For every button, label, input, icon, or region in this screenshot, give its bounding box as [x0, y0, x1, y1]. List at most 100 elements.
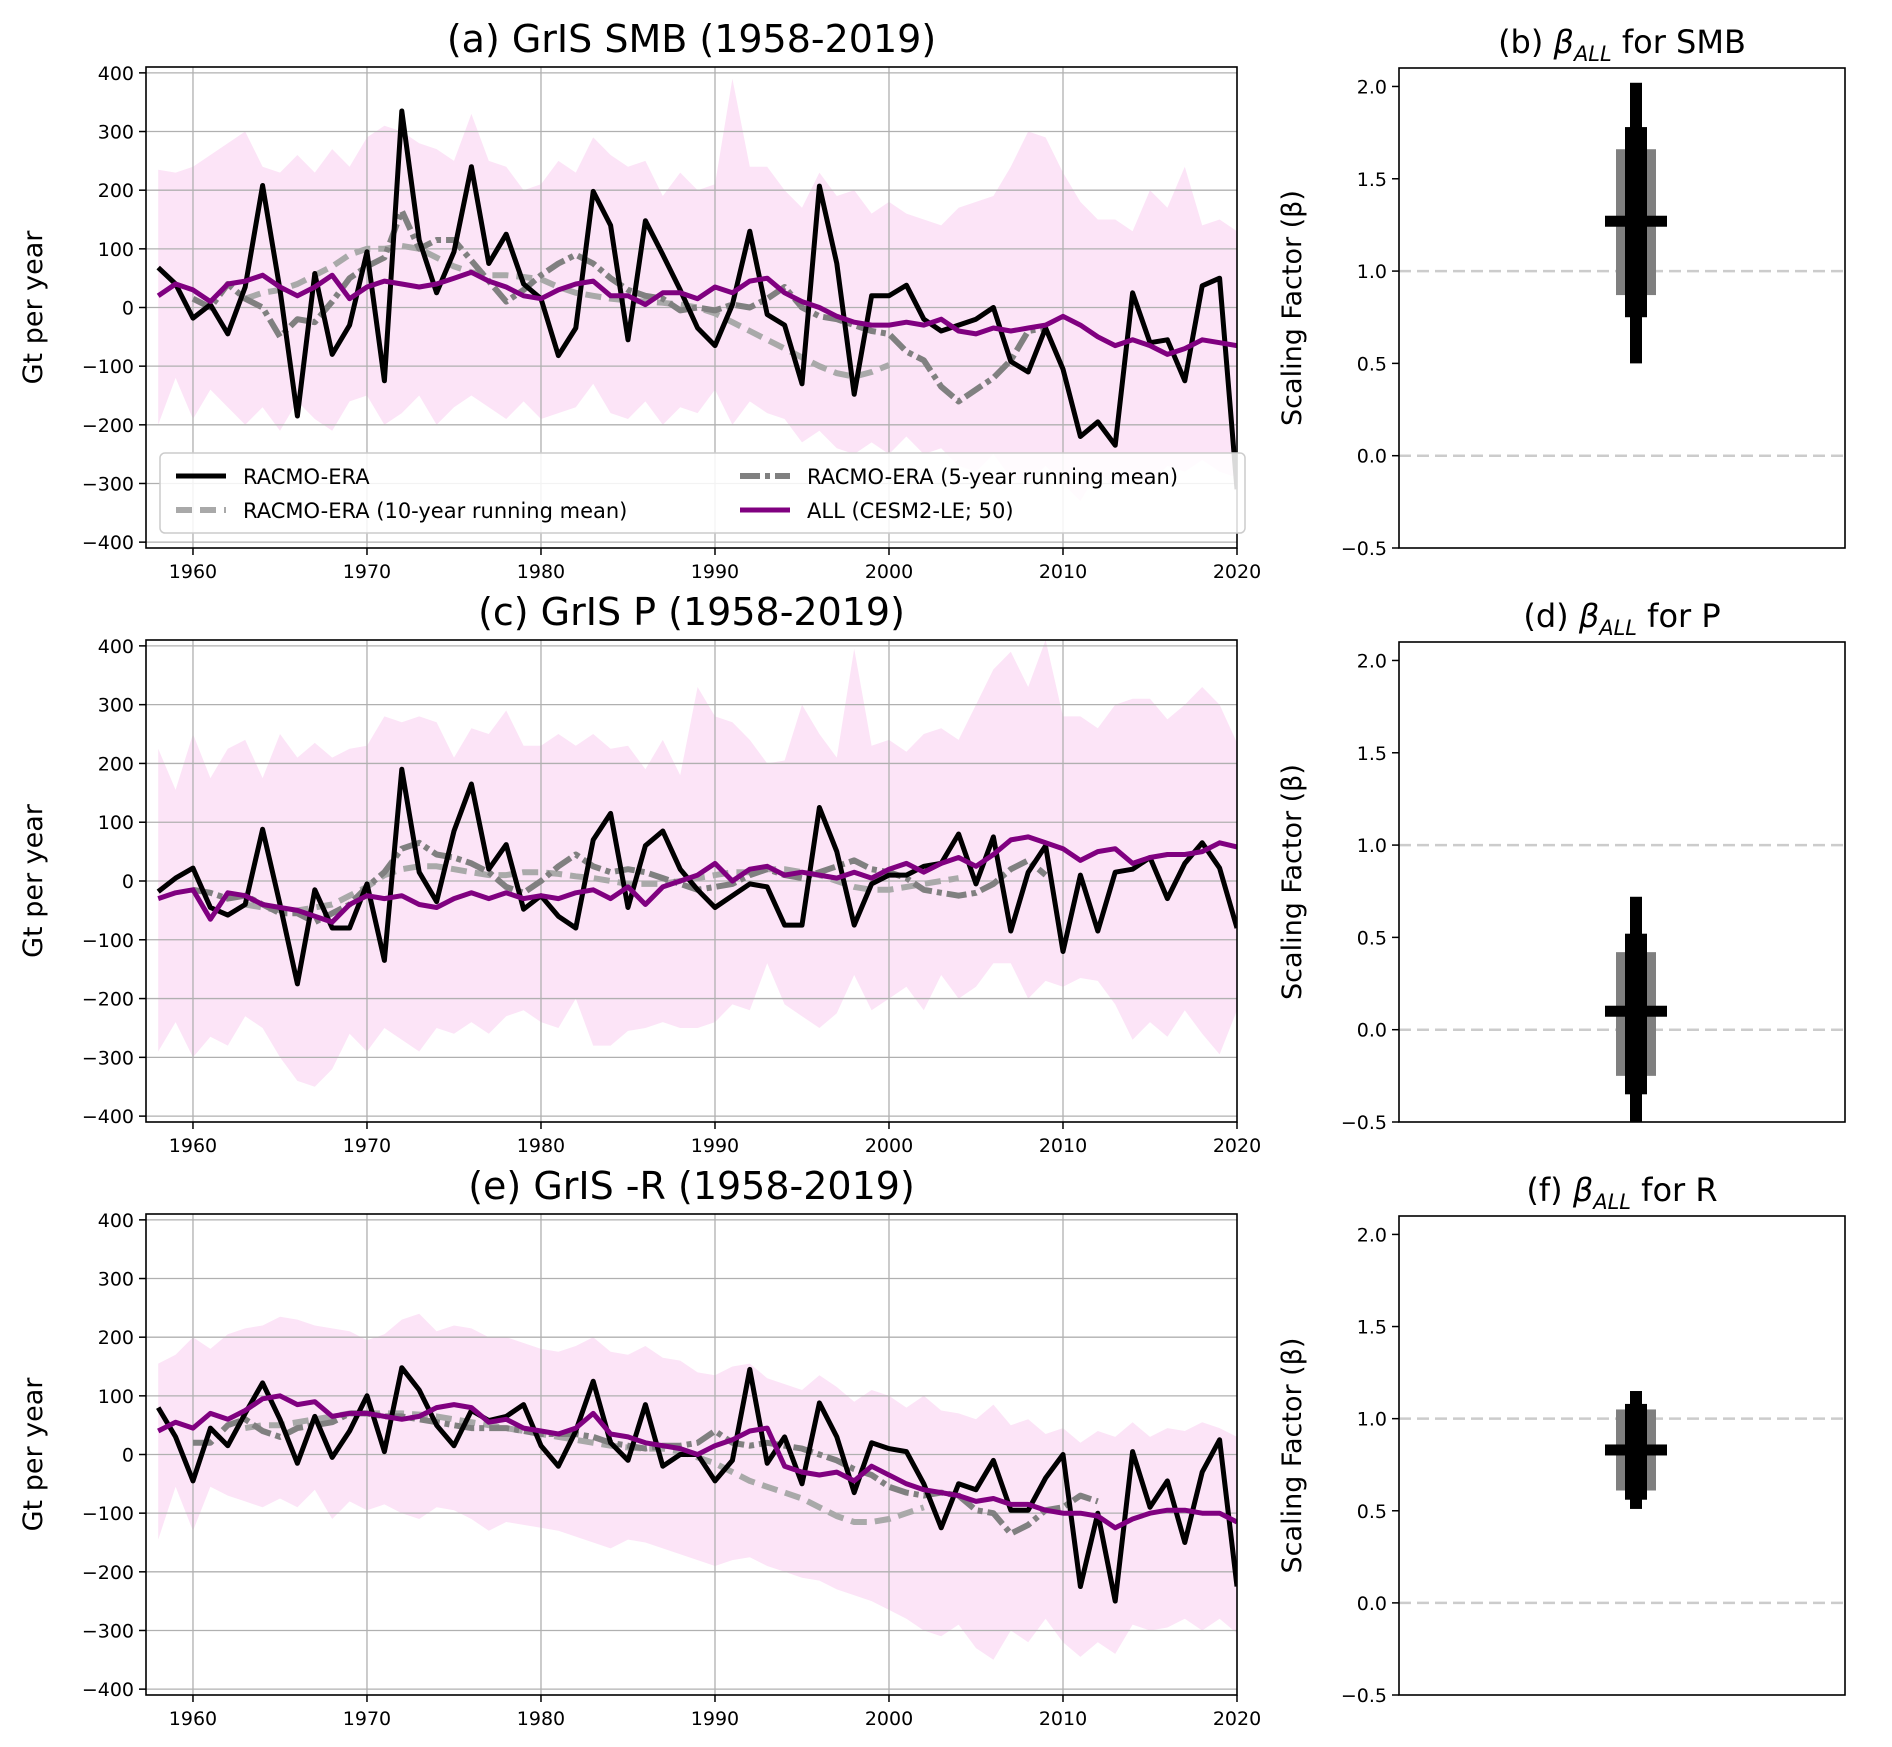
x-tick-label: 1960	[169, 1135, 217, 1157]
series-line-all	[157, 1393, 1237, 1531]
title-beta-subscript: ALL	[1572, 42, 1612, 66]
beta-panel-b: −0.5 0.0 0.5 1.0 1.5 2.0 Scaling Factor (β) (b)…	[1277, 23, 1846, 560]
x-tick-label: 2020	[1213, 1708, 1261, 1730]
y-tick-label: 0.5	[1357, 1501, 1387, 1523]
axes-frame	[1398, 67, 1846, 549]
y-tick-label: −300	[82, 473, 134, 495]
series-line-racmo	[156, 766, 1237, 987]
title-prefix: (d)	[1523, 597, 1578, 635]
y-tick-label: 100	[98, 239, 134, 261]
title-prefix: (f)	[1526, 1171, 1572, 1209]
legend-entry-label: RACMO-ERA	[243, 465, 370, 489]
y-tick-label: −400	[82, 532, 134, 554]
y-tick-label: 1.0	[1357, 835, 1387, 857]
axes-frame	[1398, 641, 1846, 1123]
x-tick-label: 2000	[865, 1708, 913, 1730]
y-axis-label: Gt per year	[18, 1377, 49, 1532]
x-tick-label: 1980	[517, 1135, 565, 1157]
x-tick-label: 2010	[1039, 1708, 1087, 1730]
y-tick-label: 1.5	[1357, 1317, 1387, 1339]
y-tick-label: 0.0	[1357, 446, 1387, 468]
y-tick-label: −300	[82, 1047, 134, 1069]
x-tick-label: 1980	[517, 1708, 565, 1730]
x-tick-label: 1970	[343, 561, 391, 583]
y-tick-label: −100	[82, 930, 134, 952]
y-axis-label: Scaling Factor (β)	[1277, 1338, 1308, 1574]
beta-best-estimate-marker	[1605, 1444, 1667, 1456]
panel-title: (c) GrIS P (1958-2019)	[478, 590, 905, 634]
y-tick-label: 1.0	[1357, 1409, 1387, 1431]
y-tick-label: 2.0	[1357, 76, 1387, 98]
y-tick-label: −400	[82, 1679, 134, 1701]
y-tick-label: 0.0	[1357, 1593, 1387, 1615]
y-axis-label: Scaling Factor (β)	[1277, 764, 1308, 1000]
y-tick-label: 400	[98, 636, 134, 658]
y-axis-label: Gt per year	[18, 230, 49, 385]
ensemble-spread-band	[158, 640, 1237, 1087]
y-tick-label: 300	[98, 1269, 134, 1291]
timeseries-panel-e: 1960 1970 1980 1990 2000 2010 2020−400−300−200…	[18, 1164, 1261, 1730]
y-tick-label: 2.0	[1357, 650, 1387, 672]
y-axis-label: Gt per year	[18, 803, 49, 958]
axes-frame	[1398, 1215, 1846, 1696]
y-tick-label: 400	[98, 1210, 134, 1232]
y-tick-label: −200	[82, 989, 134, 1011]
series-line-ma10	[244, 242, 891, 380]
panel-title: (f) βALL for R	[1526, 1171, 1717, 1214]
panel-title: (e) GrIS -R (1958-2019)	[468, 1164, 915, 1208]
x-tick-label: 1960	[169, 1708, 217, 1730]
x-tick-label: 2010	[1039, 1135, 1087, 1157]
y-tick-label: −300	[82, 1620, 134, 1642]
legend-box	[159, 452, 1246, 534]
y-axis-label: Scaling Factor (β)	[1277, 190, 1308, 426]
title-beta-symbol: β	[1553, 23, 1574, 61]
x-tick-label: 1980	[517, 561, 565, 583]
x-tick-label: 1990	[691, 1708, 739, 1730]
grid	[146, 1214, 1237, 1695]
x-tick-label: 2020	[1213, 561, 1261, 583]
legend-entry-label: RACMO-ERA (10-year running mean)	[243, 499, 627, 523]
x-tick-label: 1970	[343, 1135, 391, 1157]
x-tick-label: 2020	[1213, 1135, 1261, 1157]
series-line-all	[157, 834, 1237, 925]
y-tick-label: −0.5	[1341, 538, 1387, 560]
x-tick-label: 2000	[865, 1135, 913, 1157]
y-tick-label: 200	[98, 1327, 134, 1349]
beta-panel-d: −0.5 0.0 0.5 1.0 1.5 2.0 Scaling Factor (β) (d)…	[1277, 597, 1846, 1134]
y-tick-label: 100	[98, 812, 134, 834]
y-tick-label: 0.5	[1357, 927, 1387, 949]
x-tick-label: 1990	[691, 561, 739, 583]
panel-title: (d) βALL for P	[1523, 597, 1720, 640]
y-tick-label: 300	[98, 122, 134, 144]
title-beta-symbol: β	[1572, 1171, 1593, 1209]
y-tick-label: 0	[122, 1445, 134, 1467]
title-prefix: (b)	[1498, 23, 1553, 61]
x-tick-label: 2000	[865, 561, 913, 583]
timeseries-panel-a: 1960 1970 1980 1990 2000 2010 2020−400−300−200…	[18, 17, 1261, 583]
y-tick-label: 200	[98, 753, 134, 775]
beta-best-estimate-marker	[1605, 215, 1667, 227]
series-line-all	[156, 269, 1237, 357]
y-tick-label: −400	[82, 1106, 134, 1128]
grid	[146, 640, 1237, 1122]
panel-title: (b) βALL for SMB	[1498, 23, 1746, 66]
y-tick-label: −0.5	[1341, 1112, 1387, 1134]
y-tick-label: −200	[82, 1562, 134, 1584]
beta-panel-f: −0.5 0.0 0.5 1.0 1.5 2.0 Scaling Factor (β) (f)…	[1277, 1171, 1846, 1707]
title-beta-subscript: ALL	[1597, 616, 1637, 640]
y-tick-label: −100	[82, 356, 134, 378]
series-line-ma10	[244, 1410, 925, 1525]
y-tick-label: −100	[82, 1503, 134, 1525]
y-tick-label: 0.0	[1357, 1020, 1387, 1042]
y-tick-label: 2.0	[1357, 1224, 1387, 1246]
title-suffix: for P	[1637, 597, 1721, 635]
legend: RACMO-ERA RACMO-ERA (10-year running mean…	[159, 452, 1246, 534]
series-line-racmo	[156, 108, 1237, 490]
y-tick-label: 0.5	[1357, 353, 1387, 375]
y-tick-label: 200	[98, 180, 134, 202]
title-beta-symbol: β	[1578, 597, 1599, 635]
ensemble-spread-band	[158, 1313, 1237, 1660]
y-tick-label: −0.5	[1341, 1685, 1387, 1707]
panel-title: (a) GrIS SMB (1958-2019)	[447, 17, 936, 61]
